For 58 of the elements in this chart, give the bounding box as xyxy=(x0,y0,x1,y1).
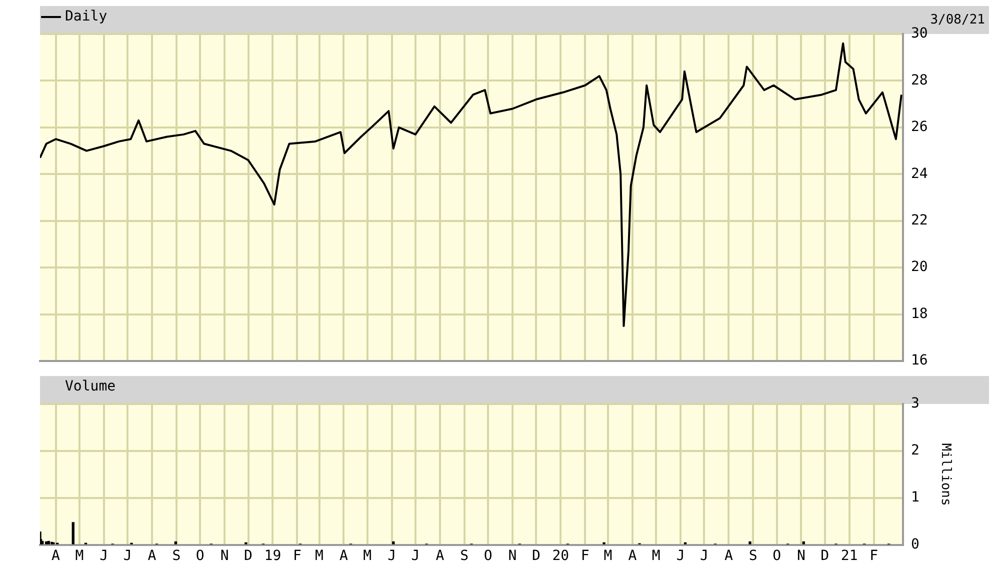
x-tick-label: J xyxy=(123,548,132,564)
x-tick-label: M xyxy=(652,548,660,564)
x-tick-label: O xyxy=(196,548,204,564)
y-axis-title: Millions xyxy=(938,443,953,506)
bar xyxy=(174,541,178,544)
x-tick-label: J xyxy=(100,548,108,564)
y-tick-label: 28 xyxy=(911,72,928,88)
x-tick-label: D xyxy=(820,548,830,564)
y-tick-label: 20 xyxy=(911,259,928,276)
x-tick-label: J xyxy=(411,548,420,564)
x-tick-label: D xyxy=(532,548,540,564)
text: 3/08/21 xyxy=(930,12,985,28)
x-tick-label: M xyxy=(604,548,612,564)
x-tick-label: D xyxy=(244,548,252,564)
x-tick-label: 21 xyxy=(840,548,858,564)
x-tick-label: F xyxy=(870,548,878,564)
y-tick-label: 16 xyxy=(911,352,928,369)
x-tick-label: A xyxy=(628,548,638,564)
x-tick-label: S xyxy=(172,548,181,564)
y-tick-label: 22 xyxy=(911,212,928,228)
x-tick-label: N xyxy=(220,548,229,564)
bar xyxy=(802,541,805,544)
y-tick-label: 3 xyxy=(911,396,920,412)
y-tick-label: 26 xyxy=(911,119,928,136)
x-tick-label: A xyxy=(148,548,157,564)
y-tick-label: 1 xyxy=(911,490,920,506)
text: Volume xyxy=(65,378,116,395)
x-tick-label: A xyxy=(436,548,445,564)
x-tick-label: 20 xyxy=(552,548,570,564)
x-tick-label: S xyxy=(460,548,469,564)
y-tick-label: 30 xyxy=(911,26,928,42)
x-tick-label: O xyxy=(484,548,492,564)
x-tick-label: A xyxy=(52,548,61,564)
y-tick-label: 24 xyxy=(911,166,928,182)
bar xyxy=(392,541,395,544)
x-tick-label: A xyxy=(339,548,348,564)
x-tick-label: N xyxy=(797,548,806,564)
bar xyxy=(47,540,50,544)
y-tick-label: 0 xyxy=(911,536,920,553)
x-tick-label: F xyxy=(580,548,590,564)
x-tick-label: F xyxy=(292,548,302,564)
x-tick-label: M xyxy=(75,548,84,564)
y-tick-label: 18 xyxy=(911,306,928,322)
bar xyxy=(748,541,752,544)
x-tick-label: M xyxy=(315,548,324,564)
x-tick-label: J xyxy=(388,548,396,564)
x-tick-label: A xyxy=(724,548,734,564)
x-tick-label: 19 xyxy=(264,548,282,564)
x-tick-label: J xyxy=(676,548,685,564)
bar xyxy=(44,541,48,544)
legend-label: Daily xyxy=(65,8,108,25)
x-tick-label: N xyxy=(508,548,517,564)
x-tick-label: M xyxy=(363,548,372,564)
x-tick-label: S xyxy=(748,548,758,564)
x-tick-label: J xyxy=(700,548,708,564)
x-tick-label: O xyxy=(772,548,782,564)
bar xyxy=(72,522,74,544)
y-tick-label: 2 xyxy=(911,442,920,459)
